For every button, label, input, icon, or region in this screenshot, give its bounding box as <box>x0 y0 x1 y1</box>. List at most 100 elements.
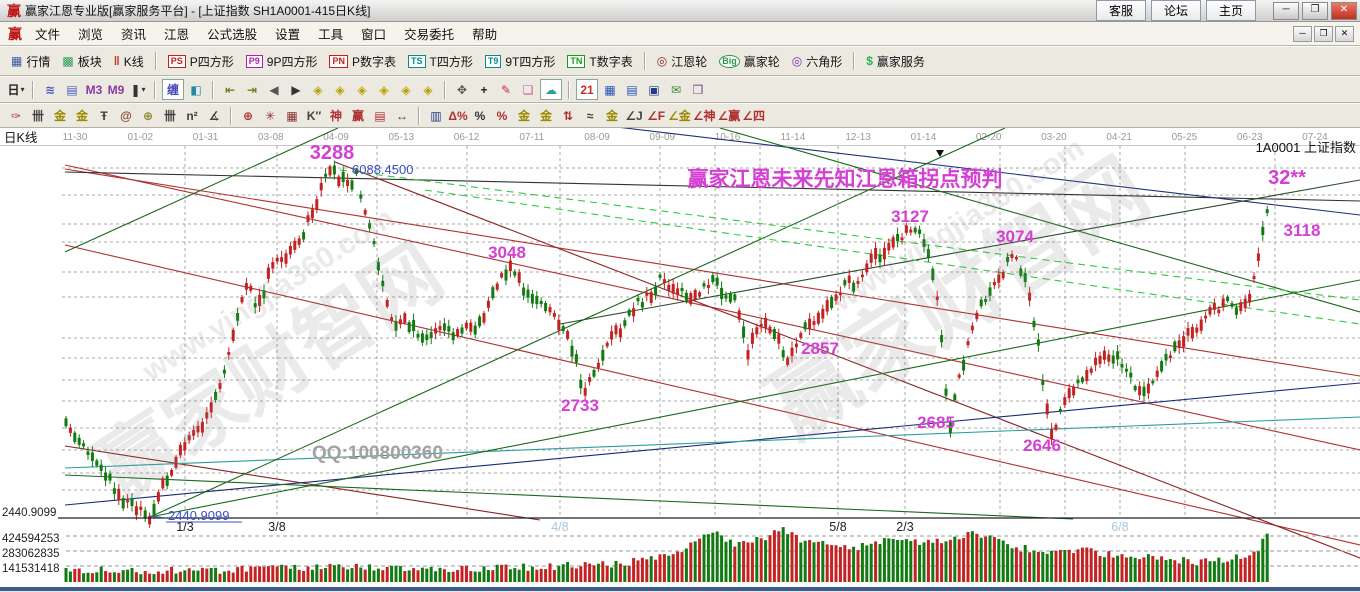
gold-grid2-icon[interactable]: 金 <box>75 108 88 123</box>
menu-公式选股[interactable]: 公式选股 <box>207 28 258 42</box>
9p-square-button[interactable]: P9 9P四方形 <box>240 51 324 72</box>
diamond-x-icon[interactable]: ◈ <box>379 82 389 97</box>
diamond-right-icon[interactable]: ◈ <box>335 82 345 97</box>
wave-box-icon[interactable]: ≈ <box>586 108 594 123</box>
p-table-button-label: P数字表 <box>351 54 396 69</box>
updown-pen-icon[interactable]: ⇅ <box>562 108 574 123</box>
shen-tool-icon[interactable]: 神 <box>329 108 342 123</box>
quotes-button[interactable]: ▦ 行情 <box>5 51 56 72</box>
winner-wheel-button[interactable]: Big 赢家轮 <box>713 51 786 72</box>
spider-web-icon[interactable]: ✳ <box>264 108 276 123</box>
draw-pin-icon[interactable]: ✎ <box>500 82 512 97</box>
t-square-button[interactable]: TS T四方形 <box>402 51 479 72</box>
menu-浏览[interactable]: 浏览 <box>78 28 104 42</box>
chan-tool-icon[interactable]: 缠 <box>162 79 184 100</box>
eraser-tool-icon[interactable]: ❏ <box>522 82 534 97</box>
restore-button[interactable]: ❐ <box>1302 1 1328 20</box>
f-tool-icon[interactable]: Ŧ <box>100 108 108 123</box>
close-button[interactable]: ✕ <box>1331 1 1357 20</box>
ying-tool-icon[interactable]: 赢 <box>351 108 364 123</box>
child-close-button[interactable]: ✕ <box>1335 25 1354 42</box>
svg-text:6088.4500: 6088.4500 <box>352 162 413 177</box>
hexagon-button[interactable]: ◎ 六角形 <box>786 51 849 72</box>
quick-button-0[interactable]: 客服 <box>1095 0 1146 21</box>
menu-工具[interactable]: 工具 <box>318 28 344 42</box>
gold-lines2-icon[interactable]: 金 <box>605 108 618 123</box>
pct-wave-icon[interactable]: Δ% <box>448 108 468 123</box>
diamond-h-icon[interactable]: ◈ <box>357 82 367 97</box>
diamond-left-icon[interactable]: ◈ <box>313 82 323 97</box>
svg-text:2646: 2646 <box>1023 436 1061 455</box>
angle-gold-icon[interactable]: ∠金 <box>668 108 691 123</box>
menu-资讯[interactable]: 资讯 <box>121 28 147 42</box>
diamond-plus-icon[interactable]: ◈ <box>423 82 433 97</box>
menu-帮助[interactable]: 帮助 <box>472 28 498 42</box>
angle-ying-icon[interactable]: ∠赢 <box>717 108 741 123</box>
quick-button-2[interactable]: 主页 <box>1205 0 1256 21</box>
9t-square-button[interactable]: T9 9T四方形 <box>479 51 562 72</box>
bars3-icon[interactable]: M3 <box>85 82 103 97</box>
hand-tool-icon[interactable]: ✥ <box>456 82 468 97</box>
p-table-button[interactable]: PN P数字表 <box>323 51 402 72</box>
t-table-button[interactable]: TN T数字表 <box>561 51 638 72</box>
target-circle-icon[interactable]: ⊕ <box>242 108 254 123</box>
candlestick-chart[interactable]: 11-30 01-02 01-31 03-08 04-09 05-13 06-12 07-11… <box>0 124 1360 587</box>
minimize-button[interactable]: ─ <box>1273 1 1299 20</box>
menu-设置[interactable]: 设置 <box>275 28 301 42</box>
period-daily-dropdown[interactable]: 日 ▾ <box>7 82 25 97</box>
svg-text:06-23: 06-23 <box>1237 132 1263 143</box>
bars9-icon[interactable]: M9 <box>107 82 125 97</box>
n-square-icon[interactable]: n² <box>186 108 198 123</box>
price-grid-icon[interactable]: ▦ <box>286 108 298 123</box>
menu-窗口[interactable]: 窗口 <box>361 28 387 42</box>
p-square-button[interactable]: PS P四方形 <box>162 51 240 72</box>
cloud-tool-icon[interactable]: ☁ <box>540 79 562 100</box>
calculator-icon[interactable]: ▦ <box>604 82 616 97</box>
notes-icon[interactable]: ▤ <box>626 82 638 97</box>
network-icon[interactable]: ≋ <box>44 82 56 97</box>
percent-icon[interactable]: % <box>474 108 486 123</box>
info-panel-icon[interactable]: ▤ <box>66 82 78 97</box>
menu-江恩[interactable]: 江恩 <box>164 28 190 42</box>
crosshair-tool-icon[interactable]: + <box>480 82 488 97</box>
gann-comb-icon[interactable]: 卌 <box>31 108 44 123</box>
candle-style-dropdown[interactable]: ❚ ▾ <box>130 82 146 97</box>
menu-文件[interactable]: 文件 <box>35 28 61 42</box>
spiral-icon[interactable]: @ <box>120 108 132 123</box>
angle-shen-icon[interactable]: ∠神 <box>692 108 716 123</box>
gold-circle-icon[interactable]: 金 <box>517 108 530 123</box>
menu-交易委托[interactable]: 交易委托 <box>404 28 455 42</box>
winner-service-button[interactable]: $ 赢家服务 <box>860 51 931 72</box>
angle-j-icon[interactable]: ∠J <box>625 108 643 123</box>
sectors-button[interactable]: ▩ 板块 <box>56 51 107 72</box>
brush-icon[interactable]: ✑ <box>10 108 22 123</box>
next-bar-icon[interactable]: ▶ <box>291 82 301 97</box>
svg-text:03-08: 03-08 <box>258 132 284 143</box>
angle-ruler-icon[interactable]: ∡ <box>208 108 220 123</box>
quick-button-1[interactable]: 论坛 <box>1150 0 1201 21</box>
pct-line-icon[interactable]: % <box>496 108 508 123</box>
h-measure-icon[interactable]: ↔ <box>396 108 408 123</box>
angle-four-icon[interactable]: ∠四 <box>742 108 766 123</box>
calendar-icon[interactable]: 21 <box>576 79 598 100</box>
gold-grid1-icon[interactable]: 金 <box>53 108 66 123</box>
mail-icon[interactable]: ✉ <box>670 82 682 97</box>
child-restore-button[interactable]: ❐ <box>1314 25 1333 42</box>
k-mark-icon[interactable]: K″ <box>306 108 322 123</box>
comb2-icon[interactable]: 卌 <box>163 108 176 123</box>
print-icon[interactable]: ❒ <box>692 82 704 97</box>
first-bar-icon[interactable]: ⇤ <box>224 82 236 97</box>
last-bar-icon[interactable]: ⇥ <box>246 82 258 97</box>
gann-circle-icon[interactable]: ⊕ <box>142 108 154 123</box>
child-minimize-button[interactable]: ─ <box>1293 25 1312 42</box>
pf-table-icon[interactable]: ▥ <box>430 108 442 123</box>
gann-wheel-button[interactable]: ◎ 江恩轮 <box>651 51 714 72</box>
gold-lines-icon[interactable]: 金 <box>539 108 552 123</box>
save-icon[interactable]: ▣ <box>648 82 660 97</box>
colored-kline-icon[interactable]: ◧ <box>190 82 202 97</box>
prev-bar-icon[interactable]: ◀ <box>269 82 279 97</box>
diamond-all-icon[interactable]: ◈ <box>401 82 411 97</box>
angle-f-icon[interactable]: ∠F <box>646 108 666 123</box>
kline-button[interactable]: ‖ K线 <box>108 51 150 72</box>
ruler123-icon[interactable]: ▤ <box>374 108 386 123</box>
